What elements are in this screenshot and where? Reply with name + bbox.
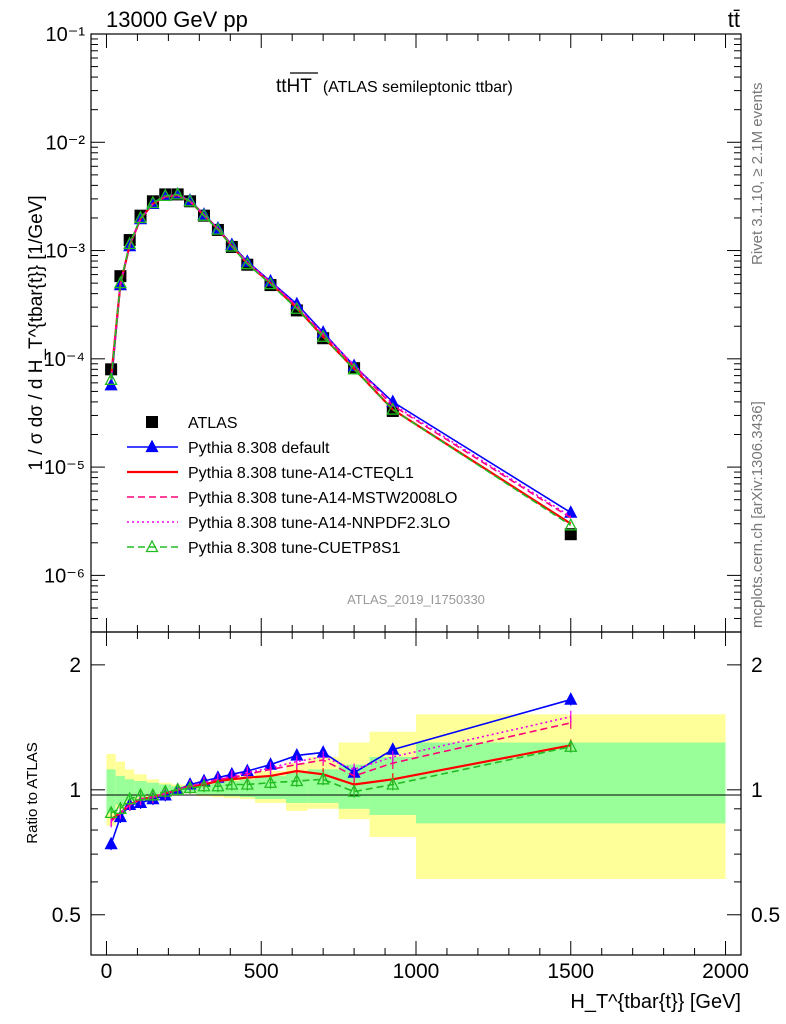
mcplots-label: mcplots.cern.ch [arXiv:1306.3436]	[749, 401, 766, 628]
main-series-5-point-2	[123, 236, 137, 250]
main-series-0-point-17	[564, 528, 577, 541]
legend-entry-2: Pythia 8.308 tune-A14-CTEQL1	[188, 465, 414, 482]
plot-title-main: ttHT	[276, 76, 312, 97]
ratio-y-axis-label: Ratio to ATLAS	[24, 742, 41, 843]
main-ytick-label-1: 10⁻⁵	[44, 457, 85, 479]
plot-title: ttHT (ATLAS semileptonic ttbar)	[276, 76, 513, 97]
legend-marker-0	[146, 416, 158, 428]
main-ytick-label-3: 10⁻³	[46, 241, 86, 263]
legend-entry-0: ATLAS	[188, 415, 238, 432]
rivet-label: Rivet 3.1.10, ≥ 2.1M events	[749, 83, 766, 266]
main-series-5-point-3	[133, 210, 148, 224]
legend-entry-4: Pythia 8.308 tune-A14-NNPDF2.3LO	[188, 515, 450, 532]
ratio-ytick-label-1: 1	[69, 779, 81, 802]
xtick-label-0: 0	[101, 960, 113, 983]
xtick-label-1: 500	[244, 960, 279, 983]
legend-marker-1	[145, 439, 159, 453]
main-series-5-point-11	[240, 256, 254, 270]
ratio-plot-frame	[90, 631, 742, 956]
energy-label: 13000 GeV pp	[106, 7, 248, 32]
main-series-5-point-15	[347, 361, 361, 375]
main-ytick-label-4: 10⁻²	[46, 132, 86, 154]
main-series-5-point-7	[183, 193, 197, 207]
main-series-5-point-14	[316, 329, 330, 342]
ratio-band-inner-17	[416, 742, 726, 824]
xtick-label-2: 1000	[393, 960, 440, 983]
main-series-5-point-1	[113, 275, 127, 289]
main-series-5-point-6	[171, 187, 185, 200]
ratio-ytick-label-right-2: 2	[751, 654, 763, 677]
analysis-id: ATLAS_2019_I1750330	[347, 592, 485, 607]
main-plot-panel: 10⁻⁶ 10⁻⁵ 10⁻⁴ 10⁻³ 10⁻² 10⁻¹ 1 / σ dσ / d H_…	[26, 24, 742, 633]
process-label: tt̄	[728, 7, 740, 32]
main-series-5-point-16	[386, 402, 400, 415]
x-axis-label: H_T^{tbar{t}} [GeV]	[570, 991, 741, 1013]
main-series-5-point-4	[146, 195, 160, 209]
main-ytick-label-5: 10⁻¹	[46, 24, 86, 46]
main-series-5-point-13	[290, 301, 304, 314]
main-ytick-label-0: 10⁻⁶	[44, 565, 85, 587]
main-series-5-point-5	[158, 188, 172, 202]
ratio-ytick-label-2: 2	[69, 654, 81, 677]
main-series-5-point-8	[197, 208, 211, 221]
main-series-5-point-17	[564, 517, 578, 531]
ratio-ytick-label-0: 0.5	[52, 904, 81, 927]
ratio-series-line-4	[110, 745, 571, 814]
legend-entry-1: Pythia 8.308 default	[188, 440, 330, 457]
legend: ATLAS Pythia 8.308 default Pythia 8.308 tu…	[127, 415, 457, 557]
ratio-ytick-label-right-0: 0.5	[751, 904, 780, 927]
ratio-band-inner-0	[106, 769, 116, 813]
legend-entry-5: Pythia 8.308 tune-CUETP8S1	[188, 540, 401, 557]
main-series-5-point-9	[211, 222, 225, 235]
xtick-label-3: 1500	[547, 960, 594, 983]
ratio-plot-panel: 0.5 0.5 1 1 2 2 0 500 1000 1500 2000 Ratio to ATL…	[24, 631, 780, 1013]
ratio-band-inner-2	[125, 779, 135, 801]
main-y-axis-label: 1 / σ dσ / d H_T^{tbar{t}} [1/GeV]	[26, 195, 47, 470]
main-series-5-point-0	[104, 372, 118, 385]
legend-entry-3: Pythia 8.308 tune-A14-MSTW2008LO	[188, 490, 457, 507]
plot-title-sub: (ATLAS semileptonic ttbar)	[323, 79, 513, 96]
main-series-5-point-10	[225, 239, 239, 252]
main-series-5-point-12	[263, 276, 278, 290]
xtick-label-4: 2000	[702, 960, 749, 983]
ratio-ytick-label-right-1: 1	[751, 779, 763, 802]
ratio-band-inner-1	[115, 775, 126, 805]
legend-marker-5	[145, 539, 159, 553]
main-ytick-label-2: 10⁻⁴	[44, 349, 85, 371]
